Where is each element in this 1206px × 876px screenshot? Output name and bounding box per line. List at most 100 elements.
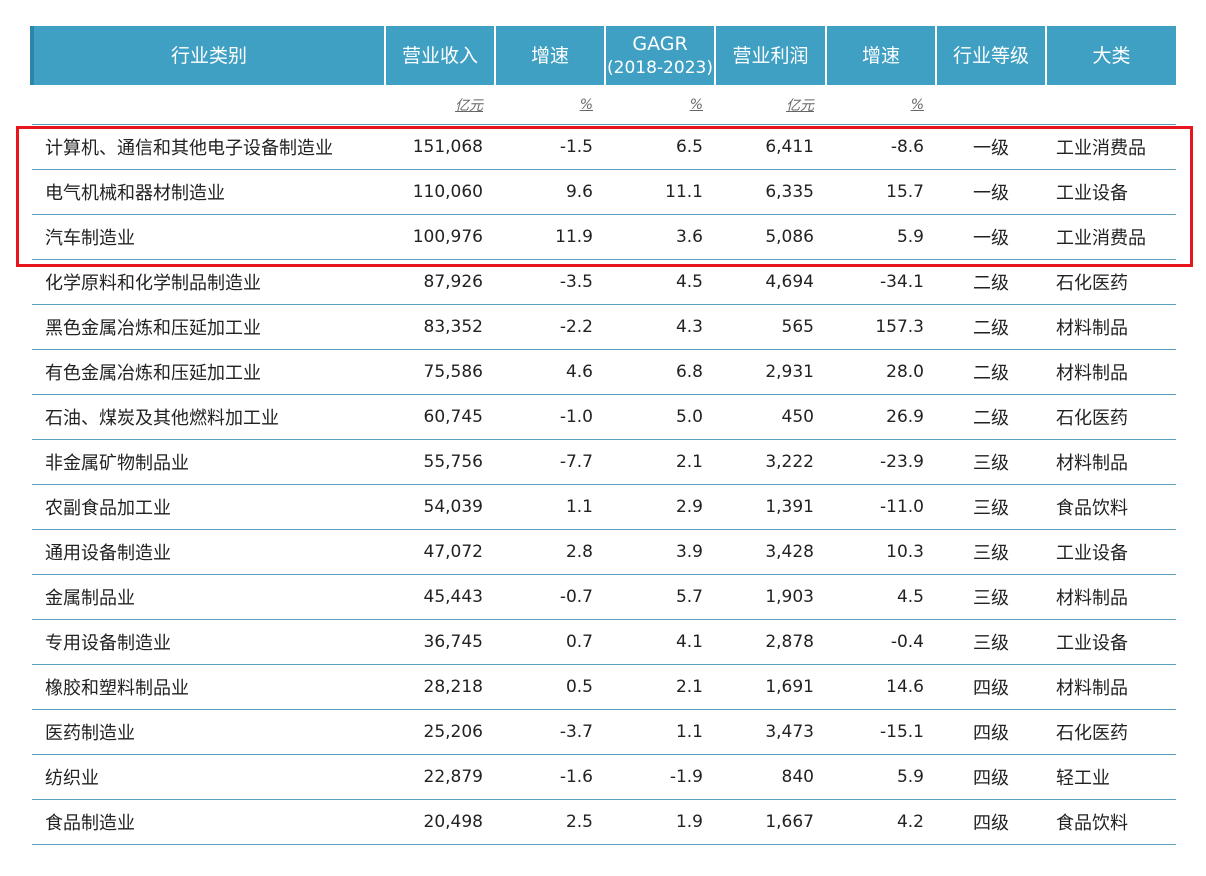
cell-gagr: 3.6 (605, 214, 715, 260)
cell-gagr: -1.9 (605, 754, 715, 800)
cell-profit: 840 (715, 754, 826, 800)
cell-industry: 计算机、通信和其他电子设备制造业 (32, 124, 385, 170)
header-profit-growth: 增速 (826, 26, 937, 85)
cell-category: 材料制品 (1046, 664, 1176, 710)
cell-revenue-growth: 2.5 (495, 799, 605, 845)
cell-revenue: 54,039 (385, 484, 495, 530)
table-row: 农副食品加工业 54,039 1.1 2.9 1,391 -11.0 三级 食品饮料 (32, 484, 1176, 530)
cell-grade: 四级 (936, 754, 1046, 800)
cell-grade: 二级 (936, 304, 1046, 350)
table-row: 金属制品业 45,443 -0.7 5.7 1,903 4.5 三级 材料制品 (32, 574, 1176, 620)
cell-grade: 三级 (936, 439, 1046, 485)
header-grade: 行业等级 (936, 26, 1047, 85)
cell-revenue-growth: 11.9 (495, 214, 605, 260)
cell-revenue: 22,879 (385, 754, 495, 800)
unit-industry (32, 85, 385, 125)
table-row: 计算机、通信和其他电子设备制造业 151,068 -1.5 6.5 6,411 -8.6 一… (32, 124, 1176, 170)
industry-table: 行业类别 营业收入 增速 GAGR (2018-2023) 营业利润 增速 行业… (30, 26, 1176, 845)
cell-gagr: 4.1 (605, 619, 715, 665)
cell-revenue: 100,976 (385, 214, 495, 260)
table-row: 汽车制造业 100,976 11.9 3.6 5,086 5.9 一级 工业消费品 (32, 214, 1176, 260)
cell-grade: 一级 (936, 214, 1046, 260)
cell-revenue-growth: 4.6 (495, 349, 605, 395)
cell-profit: 4,694 (715, 259, 826, 305)
header-revenue-growth: 增速 (495, 26, 606, 85)
cell-industry: 非金属矿物制品业 (32, 439, 385, 485)
cell-profit-growth: -34.1 (826, 259, 936, 305)
cell-revenue: 45,443 (385, 574, 495, 620)
cell-revenue-growth: -7.7 (495, 439, 605, 485)
cell-grade: 四级 (936, 709, 1046, 755)
cell-profit-growth: -15.1 (826, 709, 936, 755)
cell-profit-growth: 28.0 (826, 349, 936, 395)
cell-revenue-growth: 1.1 (495, 484, 605, 530)
cell-profit-growth: 10.3 (826, 529, 936, 575)
cell-profit: 565 (715, 304, 826, 350)
unit-gagr: % (605, 85, 715, 125)
cell-industry: 汽车制造业 (32, 214, 385, 260)
cell-industry: 化学原料和化学制品制造业 (32, 259, 385, 305)
cell-category: 工业设备 (1046, 529, 1176, 575)
cell-category: 材料制品 (1046, 439, 1176, 485)
cell-profit: 3,473 (715, 709, 826, 755)
cell-revenue: 110,060 (385, 169, 495, 215)
header-row: 行业类别 营业收入 增速 GAGR (2018-2023) 营业利润 增速 行业… (30, 26, 1176, 85)
cell-gagr: 4.3 (605, 304, 715, 350)
cell-profit: 2,931 (715, 349, 826, 395)
table-row: 非金属矿物制品业 55,756 -7.7 2.1 3,222 -23.9 三级 材料制品 (32, 439, 1176, 485)
cell-revenue-growth: -1.0 (495, 394, 605, 440)
table-row: 医药制造业 25,206 -3.7 1.1 3,473 -15.1 四级 石化医药 (32, 709, 1176, 755)
cell-gagr: 1.9 (605, 799, 715, 845)
cell-revenue-growth: -1.5 (495, 124, 605, 170)
cell-revenue-growth: 0.5 (495, 664, 605, 710)
header-gagr: GAGR (2018-2023) (605, 26, 716, 85)
cell-revenue-growth: -0.7 (495, 574, 605, 620)
cell-gagr: 2.9 (605, 484, 715, 530)
cell-profit-growth: 157.3 (826, 304, 936, 350)
cell-gagr: 3.9 (605, 529, 715, 575)
cell-grade: 二级 (936, 349, 1046, 395)
cell-grade: 三级 (936, 484, 1046, 530)
cell-revenue: 36,745 (385, 619, 495, 665)
cell-revenue: 75,586 (385, 349, 495, 395)
cell-industry: 黑色金属冶炼和压延加工业 (32, 304, 385, 350)
header-profit: 营业利润 (715, 26, 827, 85)
cell-gagr: 5.0 (605, 394, 715, 440)
cell-revenue: 28,218 (385, 664, 495, 710)
cell-profit: 3,222 (715, 439, 826, 485)
unit-grade (936, 85, 1046, 125)
cell-grade: 一级 (936, 169, 1046, 215)
cell-grade: 四级 (936, 799, 1046, 845)
cell-category: 工业设备 (1046, 619, 1176, 665)
cell-profit-growth: -11.0 (826, 484, 936, 530)
header-gagr-label: GAGR (632, 32, 688, 55)
table-row: 橡胶和塑料制品业 28,218 0.5 2.1 1,691 14.6 四级 材料制品 (32, 664, 1176, 710)
cell-revenue-growth: -3.7 (495, 709, 605, 755)
cell-industry: 农副食品加工业 (32, 484, 385, 530)
cell-gagr: 11.1 (605, 169, 715, 215)
cell-grade: 二级 (936, 259, 1046, 305)
cell-profit-growth: 4.5 (826, 574, 936, 620)
cell-category: 工业消费品 (1046, 214, 1176, 260)
cell-revenue: 83,352 (385, 304, 495, 350)
cell-profit: 450 (715, 394, 826, 440)
cell-category: 食品饮料 (1046, 799, 1176, 845)
cell-industry: 金属制品业 (32, 574, 385, 620)
cell-revenue-growth: 2.8 (495, 529, 605, 575)
cell-industry: 纺织业 (32, 754, 385, 800)
units-row: 亿元 % % 亿元 % (32, 85, 1176, 125)
cell-profit-growth: -8.6 (826, 124, 936, 170)
cell-gagr: 6.5 (605, 124, 715, 170)
table-row: 通用设备制造业 47,072 2.8 3.9 3,428 10.3 三级 工业设备 (32, 529, 1176, 575)
cell-grade: 一级 (936, 124, 1046, 170)
cell-profit: 5,086 (715, 214, 826, 260)
header-gagr-period: (2018-2023) (607, 57, 713, 78)
cell-revenue-growth: -2.2 (495, 304, 605, 350)
cell-revenue: 47,072 (385, 529, 495, 575)
cell-profit: 2,878 (715, 619, 826, 665)
header-revenue: 营业收入 (385, 26, 496, 85)
cell-revenue-growth: 0.7 (495, 619, 605, 665)
cell-gagr: 5.7 (605, 574, 715, 620)
table-row: 电气机械和器材制造业 110,060 9.6 11.1 6,335 15.7 一级 工业设备 (32, 169, 1176, 215)
cell-industry: 橡胶和塑料制品业 (32, 664, 385, 710)
